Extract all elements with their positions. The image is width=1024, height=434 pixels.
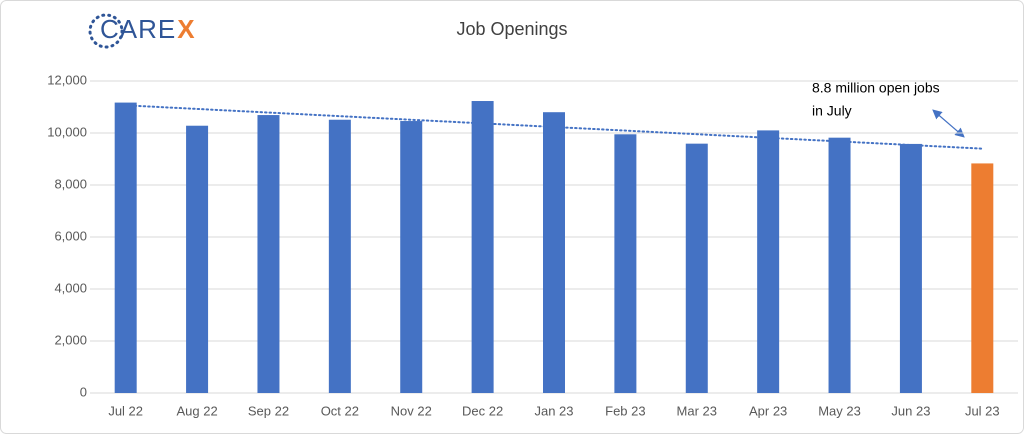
x-tick-label: Oct 22 bbox=[321, 403, 359, 418]
x-tick-label: Jul 22 bbox=[108, 403, 143, 418]
x-tick-label: Jun 23 bbox=[891, 403, 930, 418]
y-tick-label: 12,000 bbox=[47, 72, 87, 87]
logo-text: CARE bbox=[100, 14, 176, 44]
y-tick-label: 8,000 bbox=[54, 176, 87, 191]
x-tick-label: Jul 23 bbox=[965, 403, 1000, 418]
x-tick-label: Dec 22 bbox=[462, 403, 503, 418]
x-tick-label: Aug 22 bbox=[176, 403, 217, 418]
y-tick-label: 4,000 bbox=[54, 280, 87, 295]
x-tick-label: Nov 22 bbox=[391, 403, 432, 418]
x-tick-label: Apr 23 bbox=[749, 403, 787, 418]
bar bbox=[543, 112, 565, 393]
bar bbox=[757, 130, 780, 393]
y-tick-label: 6,000 bbox=[54, 228, 87, 243]
x-tick-label: Sep 22 bbox=[248, 403, 289, 418]
bar bbox=[186, 125, 209, 393]
bar bbox=[828, 137, 851, 393]
bar bbox=[328, 119, 351, 394]
bar bbox=[257, 115, 280, 393]
bar bbox=[114, 102, 137, 393]
bar bbox=[899, 143, 922, 393]
x-tick-label: Feb 23 bbox=[605, 403, 645, 418]
chart-title: Job Openings bbox=[456, 19, 567, 39]
x-tick-label: May 23 bbox=[818, 403, 861, 418]
logo-ring bbox=[88, 13, 124, 49]
bar bbox=[471, 101, 494, 394]
y-tick-label: 2,000 bbox=[54, 332, 87, 347]
x-tick-label: Jan 23 bbox=[534, 403, 573, 418]
annotation-line: in July bbox=[812, 103, 852, 119]
y-tick-label: 10,000 bbox=[47, 124, 87, 139]
annotation-line: 8.8 million open jobs bbox=[812, 80, 940, 96]
trendline bbox=[124, 104, 984, 150]
bar bbox=[971, 163, 994, 393]
annotation-arrow bbox=[932, 109, 965, 138]
bar bbox=[400, 121, 423, 393]
logo-accent: X bbox=[177, 14, 195, 44]
bar bbox=[614, 134, 637, 394]
y-tick-label: 0 bbox=[80, 384, 87, 399]
x-tick-label: Mar 23 bbox=[677, 403, 717, 418]
bar bbox=[685, 143, 708, 393]
